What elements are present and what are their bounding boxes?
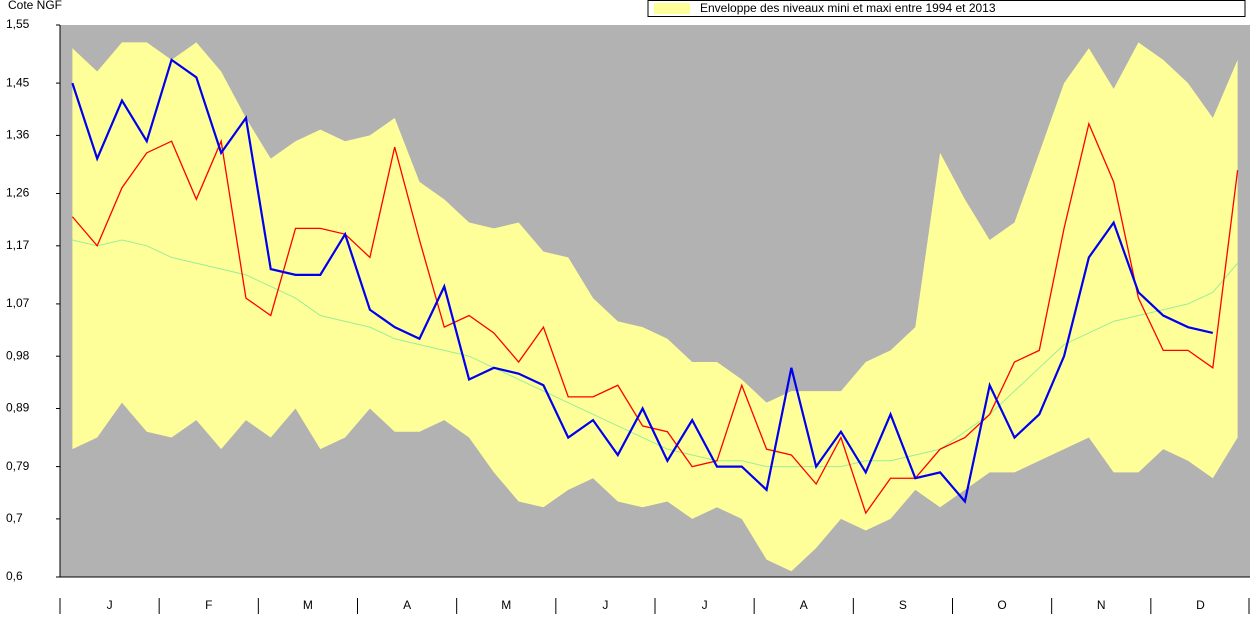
x-tick-label: A <box>403 598 411 612</box>
y-axis-label: Cote NGF <box>8 0 62 12</box>
y-tick-label: 0,89 <box>6 401 30 415</box>
series-line <box>71 58 1214 504</box>
x-tick-label: M <box>303 598 313 612</box>
x-tick-label: O <box>997 598 1006 612</box>
envelope-area <box>72 42 1238 572</box>
y-tick-label: 1,17 <box>6 238 30 252</box>
x-tick-label: F <box>205 598 212 612</box>
y-tick-label: 0,7 <box>6 511 23 525</box>
x-tick-label: J <box>702 598 708 612</box>
y-tick-label: 0,6 <box>6 569 23 583</box>
x-tick-label: J <box>107 598 113 612</box>
x-tick-label: J <box>602 598 608 612</box>
y-tick-label: 1,45 <box>6 75 30 89</box>
y-tick-label: 1,55 <box>6 17 30 31</box>
y-tick-label: 1,07 <box>6 296 30 310</box>
legend-swatch <box>654 3 690 14</box>
legend-box <box>647 0 1246 17</box>
legend-label: Enveloppe des niveaux mini et maxi entre… <box>700 1 996 15</box>
y-tick-label: 1,36 <box>6 128 30 142</box>
y-tick-label: 0,98 <box>6 348 30 362</box>
x-tick-label: M <box>501 598 511 612</box>
x-tick-label: N <box>1097 598 1106 612</box>
series-line <box>71 121 1239 515</box>
series-line <box>72 239 1238 468</box>
x-tick-label: S <box>899 598 907 612</box>
y-tick-label: 1,26 <box>6 186 30 200</box>
y-tick-label: 0,79 <box>6 459 30 473</box>
x-tick-label: A <box>800 598 808 612</box>
x-tick-label: D <box>1196 598 1205 612</box>
